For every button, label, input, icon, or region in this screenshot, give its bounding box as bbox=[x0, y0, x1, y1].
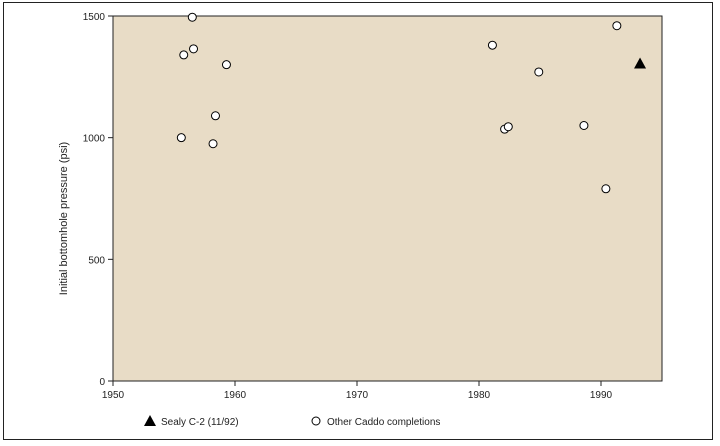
y-tick-label-1000: 1000 bbox=[83, 134, 106, 145]
data-point-1-1 bbox=[179, 50, 189, 60]
data-point-1-10 bbox=[534, 67, 544, 77]
legend: Sealy C-2 (11/92) Other Caddo completions bbox=[144, 415, 440, 428]
data-point-1-2 bbox=[187, 12, 197, 22]
x-tick-label-1980: 1980 bbox=[468, 390, 491, 401]
legend-label-0: Sealy C-2 (11/92) bbox=[161, 417, 239, 428]
plot-area bbox=[112, 15, 663, 382]
data-point-1-0 bbox=[176, 133, 186, 143]
data-point-1-5 bbox=[210, 111, 220, 121]
y-axis: 0 500 1000 1500 bbox=[83, 12, 113, 388]
data-point-1-13 bbox=[612, 21, 622, 31]
data-point-1-4 bbox=[208, 139, 218, 149]
data-point-1-12 bbox=[601, 184, 611, 194]
y-tick-label-0: 0 bbox=[99, 377, 105, 388]
legend-marker-0 bbox=[144, 415, 156, 426]
legend-label-1: Other Caddo completions bbox=[327, 417, 440, 428]
data-point-1-6 bbox=[221, 60, 231, 70]
data-points bbox=[176, 12, 647, 194]
x-tick-label-1960: 1960 bbox=[224, 390, 247, 401]
y-tick-label-500: 500 bbox=[88, 255, 105, 266]
y-axis-title: Initial bottomhole pressure (psi) bbox=[58, 142, 70, 295]
y-tick-label-1500: 1500 bbox=[83, 12, 106, 23]
x-tick-label-1970: 1970 bbox=[346, 390, 369, 401]
data-point-1-3 bbox=[189, 44, 199, 54]
x-tick-label-1950: 1950 bbox=[102, 390, 125, 401]
figure-frame bbox=[3, 2, 713, 440]
data-point-1-9 bbox=[503, 122, 513, 132]
legend-marker-1 bbox=[311, 416, 321, 426]
data-point-1-7 bbox=[487, 40, 497, 50]
x-tick-label-1990: 1990 bbox=[590, 390, 613, 401]
data-point-0-0 bbox=[634, 57, 647, 69]
data-point-1-11 bbox=[579, 121, 589, 130]
x-axis: 1950 1960 1970 1980 1990 bbox=[102, 381, 613, 401]
